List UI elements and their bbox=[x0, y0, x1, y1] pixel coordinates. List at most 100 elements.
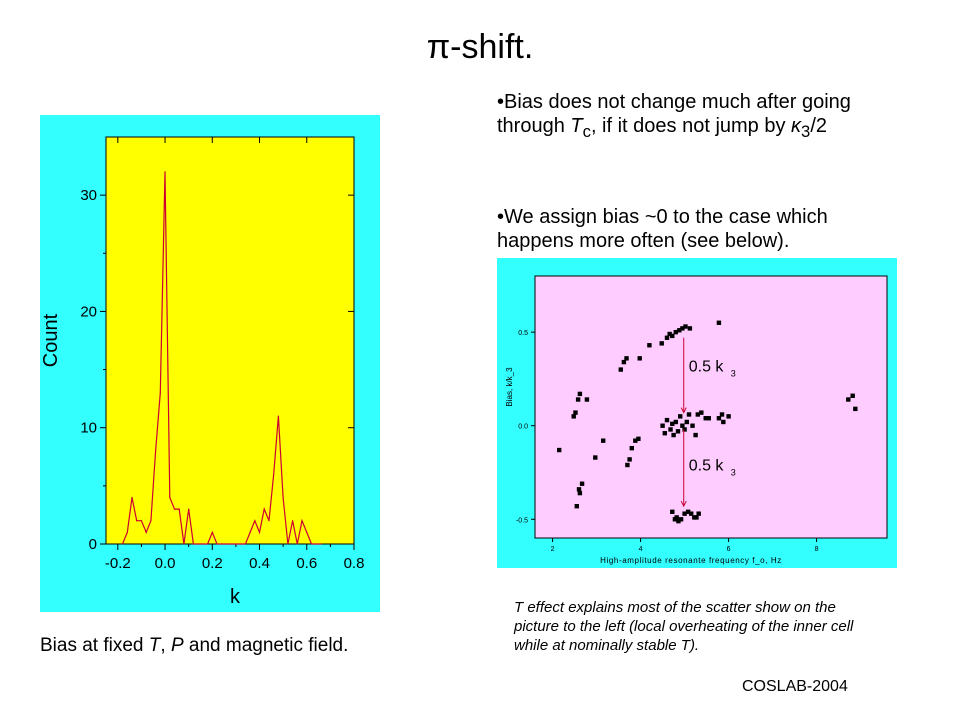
scatter-point bbox=[846, 397, 851, 402]
scatter-point bbox=[850, 393, 855, 398]
scatter-point bbox=[660, 423, 665, 428]
bullet-assign-bias: •We assign bias ~0 to the case which hap… bbox=[497, 206, 828, 252]
x-tick-label: -0.2 bbox=[105, 555, 131, 572]
histogram-point bbox=[296, 543, 298, 545]
histogram-point bbox=[291, 520, 294, 522]
scatter-point bbox=[636, 436, 641, 442]
histogram-point bbox=[235, 543, 237, 545]
bullet1-text-d: , if it does not jump by bbox=[590, 115, 792, 137]
x-tick-label: 2 bbox=[551, 546, 555, 553]
histogram-point bbox=[282, 496, 284, 499]
x-tick-label: 4 bbox=[639, 546, 643, 553]
scatter-point bbox=[703, 416, 708, 421]
scatter-point bbox=[683, 324, 688, 329]
scatter-point bbox=[676, 518, 681, 524]
histogram-point bbox=[211, 531, 213, 533]
scatter-point bbox=[659, 341, 664, 346]
x-tick-label: 0.0 bbox=[155, 555, 176, 572]
histogram-point bbox=[173, 508, 176, 510]
histogram-plot-area bbox=[105, 136, 355, 545]
slide-title-text: -shift. bbox=[450, 28, 534, 66]
scatter-point bbox=[693, 432, 698, 438]
bullet1-sub-c: c bbox=[582, 122, 591, 141]
scatter-point bbox=[695, 412, 700, 417]
bullet1-text-a: •Bias does not change much after going t… bbox=[497, 91, 851, 137]
scatter-point bbox=[662, 431, 667, 436]
bullet1-sub-3: 3 bbox=[801, 122, 811, 141]
scatter-point bbox=[574, 503, 579, 509]
scatter-point bbox=[716, 416, 722, 421]
histogram-point bbox=[178, 508, 180, 510]
scatter-point bbox=[677, 328, 682, 333]
scatter-point bbox=[633, 438, 638, 443]
pi-symbol: π bbox=[426, 28, 451, 66]
scatter-point bbox=[706, 416, 711, 421]
histogram-chart: -0.2 0.0 0.2 0.4 0.6 0.8 0 10 20 30 k Count bbox=[40, 115, 380, 612]
y-tick-label: 0.5 bbox=[518, 330, 528, 337]
histogram-point bbox=[240, 543, 242, 545]
histogram-point bbox=[268, 520, 270, 522]
histogram-point bbox=[277, 415, 280, 417]
annotation-lower: 0.5 k bbox=[689, 458, 725, 475]
caption-right-T2: T bbox=[680, 637, 690, 654]
x-tick-label: 0.6 bbox=[296, 555, 317, 572]
caption-right-d: ). bbox=[689, 637, 700, 654]
scatter-point bbox=[673, 419, 678, 425]
histogram-point bbox=[150, 520, 152, 522]
histogram-point bbox=[169, 496, 171, 499]
histogram-point bbox=[287, 543, 289, 545]
scatter-point bbox=[690, 423, 695, 428]
footer-label: COSLAB-2004 bbox=[742, 678, 848, 695]
x-tick-label: 8 bbox=[815, 546, 819, 553]
bullet1-text-g: /2 bbox=[810, 115, 827, 137]
x-tick-label: 0.8 bbox=[344, 555, 365, 572]
scatter-point bbox=[680, 423, 685, 428]
caption-left: Bias at fixed T, P and magnetic field. bbox=[40, 632, 370, 659]
scatter-point bbox=[719, 412, 725, 417]
histogram-point bbox=[301, 520, 303, 522]
scatter-point bbox=[684, 419, 689, 425]
scatter-point bbox=[670, 333, 675, 339]
scatter-point bbox=[699, 410, 704, 415]
scatter-point bbox=[682, 511, 687, 516]
scatter-point bbox=[682, 427, 687, 432]
histogram-point bbox=[310, 543, 313, 545]
scatter-point bbox=[647, 343, 652, 348]
scatter-point bbox=[579, 481, 585, 486]
scatter-point bbox=[584, 397, 590, 402]
histogram-point bbox=[315, 543, 317, 545]
scatter-point bbox=[668, 427, 673, 432]
histogram-point bbox=[140, 520, 143, 522]
histogram-point bbox=[225, 543, 228, 545]
scatter-point bbox=[667, 331, 672, 337]
scatter-point bbox=[593, 455, 598, 460]
histogram-point bbox=[197, 543, 199, 545]
histogram-point bbox=[230, 543, 232, 545]
histogram-point bbox=[159, 392, 161, 394]
histogram-point bbox=[202, 543, 204, 545]
histogram-point bbox=[126, 531, 128, 533]
annotation-lower-subscript: 3 bbox=[731, 468, 736, 478]
scatter-point bbox=[576, 487, 582, 492]
scatter-point bbox=[670, 421, 675, 427]
y-tick-label: 30 bbox=[80, 187, 97, 204]
caption-left-c: , bbox=[160, 635, 171, 656]
caption-left-T: T bbox=[148, 635, 161, 656]
scatter-point bbox=[674, 515, 679, 520]
scatter-point bbox=[671, 432, 676, 438]
scatter-point bbox=[721, 419, 726, 425]
caption-left-e: and magnetic field. bbox=[183, 635, 349, 656]
scatter-point bbox=[571, 414, 576, 419]
lower-arrow-head bbox=[680, 500, 687, 508]
caption-right-T: T bbox=[514, 599, 524, 616]
y-tick-label: 20 bbox=[80, 303, 97, 320]
scatter-point bbox=[685, 509, 691, 514]
scatter-point bbox=[689, 511, 694, 516]
histogram-point bbox=[221, 543, 223, 545]
scatter-point bbox=[557, 447, 562, 453]
histogram-point bbox=[258, 531, 261, 533]
caption-right: T effect explains most of the scatter sh… bbox=[514, 598, 874, 655]
y-tick-label: 0 bbox=[89, 536, 97, 553]
annotation-upper: 0.5 k bbox=[689, 358, 725, 375]
slide-title: π-shift. bbox=[0, 28, 960, 67]
